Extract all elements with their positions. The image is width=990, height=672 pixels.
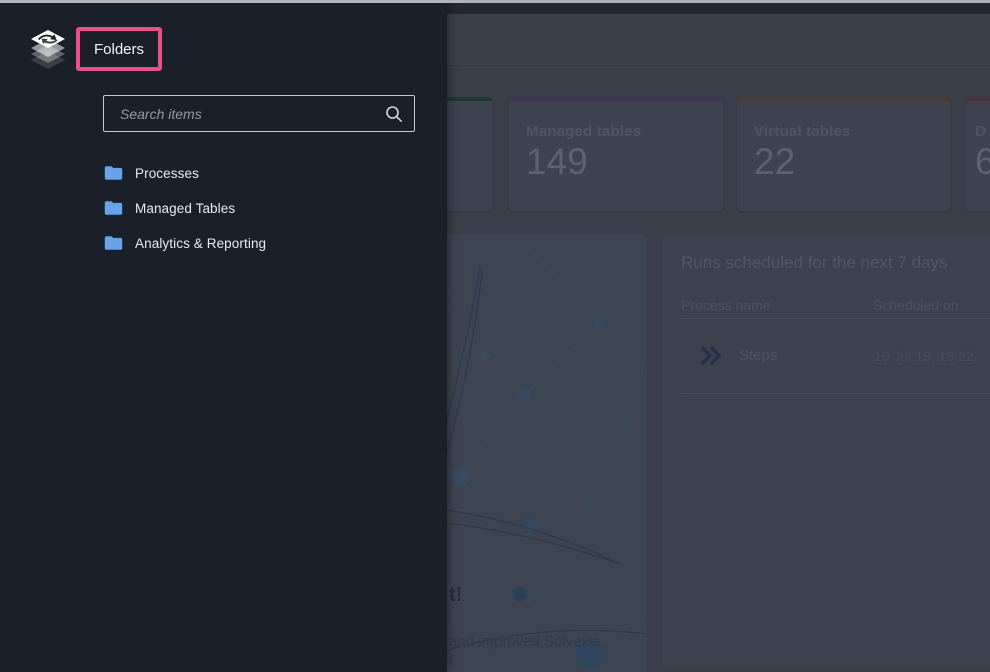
search-input[interactable] — [104, 96, 414, 131]
folder-label: Processes — [135, 165, 199, 181]
panel-title: Runs scheduled for the next 7 days — [681, 253, 948, 272]
table-row[interactable]: Steps 16 Jul 19, 16:22 — [663, 319, 990, 393]
stat-card-label: D — [975, 123, 987, 140]
stat-card-value: 149 — [526, 141, 588, 182]
folder-item-processes[interactable]: Processes — [104, 161, 434, 185]
stat-card-value: 22 — [754, 141, 796, 182]
folder-list: Processes Managed Tables Analytics & Rep… — [104, 161, 434, 266]
runs-scheduled-panel: Runs scheduled for the next 7 days Proce… — [663, 234, 990, 668]
folder-icon — [104, 201, 123, 215]
divider — [681, 393, 990, 394]
scheduled-on-cell: 16 Jul 19, 16:22 — [874, 348, 974, 364]
folder-icon — [104, 166, 123, 180]
folder-item-managed-tables[interactable]: Managed Tables — [104, 196, 434, 220]
folder-item-analytics-reporting[interactable]: Analytics & Reporting — [104, 231, 434, 255]
stat-card-value: 6 — [975, 141, 990, 182]
stat-card-label: Virtual tables — [754, 123, 851, 140]
stat-card-virtual-tables: Virtual tables 22 — [737, 97, 950, 211]
search-icon — [386, 106, 403, 123]
folder-label: Managed Tables — [135, 200, 236, 216]
highlight-annotation-box: Folders — [76, 27, 162, 71]
sidebar-title: Folders — [93, 40, 145, 58]
welcome-body-fragment: and improved Solvexia — [449, 633, 601, 650]
app-logo-icon[interactable] — [28, 29, 68, 71]
folder-label: Analytics & Reporting — [135, 235, 267, 251]
welcome-body-fragment: ! — [449, 653, 454, 670]
stat-card-label: Managed tables — [526, 123, 642, 140]
welcome-heading-fragment: t! — [449, 584, 463, 606]
double-chevron-right-icon — [700, 346, 722, 365]
column-header-scheduled-on: Scheduled on — [873, 297, 959, 313]
divider — [681, 318, 990, 319]
process-name-cell: Steps — [739, 347, 778, 364]
folders-sidebar: Folders Processes Managed Tables Analyti… — [0, 3, 447, 672]
stat-card-managed-tables: Managed tables 149 — [509, 97, 723, 211]
column-header-process-name: Process name — [681, 297, 771, 313]
stat-card-partial: D 6 — [966, 97, 990, 211]
search-box — [103, 95, 415, 132]
window-edge-strip — [0, 0, 990, 3]
folder-icon — [104, 236, 123, 250]
app-topbar — [0, 3, 990, 14]
